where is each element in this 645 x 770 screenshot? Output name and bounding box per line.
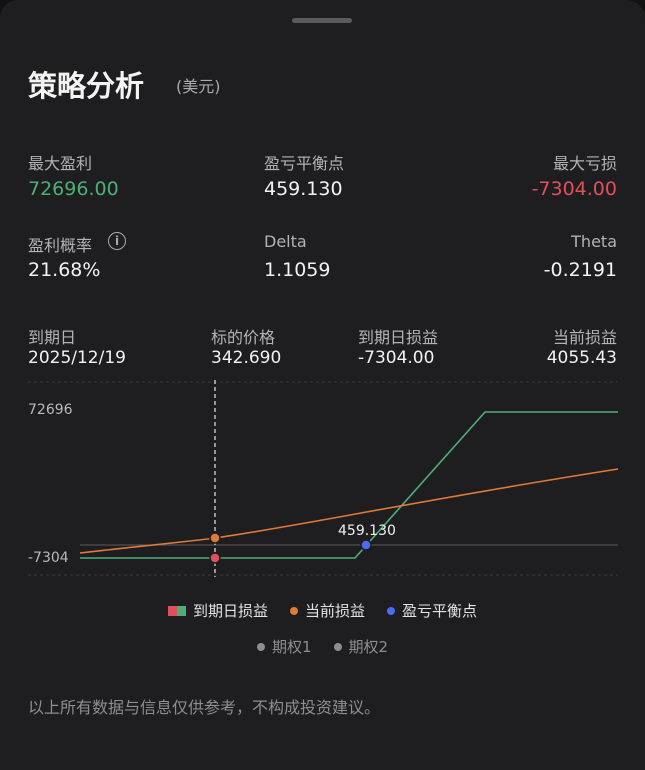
disclaimer-text: 以上所有数据与信息仅供参考，不构成投资建议。 [28, 698, 381, 717]
delta-value: 1.1059 [264, 259, 331, 281]
legend-breakeven[interactable]: 盈亏平衡点 [387, 600, 477, 621]
legend-breakeven-label: 盈亏平衡点 [402, 602, 478, 620]
max-loss-value: -7304.00 [531, 178, 617, 200]
underlying-price-value: 342.690 [211, 348, 282, 368]
legend-option1-label: 期权1 [271, 638, 312, 656]
delta-label: Delta [264, 232, 307, 251]
breakeven-marker [360, 539, 372, 551]
expiry-date-label: 到期日 [28, 328, 77, 347]
y-axis-max-label: 72696 [28, 402, 73, 418]
option-legend: 期权1 期权2 [0, 636, 645, 657]
currency-label: (美元) [176, 77, 221, 96]
theta-label: Theta [571, 232, 617, 251]
max-profit-label: 最大盈利 [28, 154, 93, 173]
expiry-pnl-marker [209, 552, 221, 564]
theta-value: -0.2191 [543, 259, 617, 281]
max-loss-label: 最大亏损 [552, 154, 617, 173]
current-pnl-value: 4055.43 [546, 348, 617, 368]
drag-handle[interactable] [292, 18, 352, 23]
breakeven-chart-label: 459.130 [338, 523, 396, 539]
legend-option2-label: 期权2 [348, 638, 389, 656]
max-profit-value: 72696.00 [28, 178, 119, 200]
current-pnl-line [79, 468, 619, 554]
current-pnl-dot-icon [289, 606, 298, 615]
expiry-pnl-value: -7304.00 [358, 348, 435, 368]
breakeven-dot-icon [387, 606, 395, 615]
current-pnl-label: 当前损益 [552, 328, 617, 347]
info-icon[interactable]: i [108, 232, 126, 250]
prob-profit-value: 21.68% [28, 259, 101, 281]
breakeven-label: 盈亏平衡点 [264, 154, 345, 173]
legend-expiry-pnl-label: 到期日损益 [192, 602, 268, 620]
chart-legend: 到期日损益 当前损益 盈亏平衡点 [0, 600, 645, 621]
current-pnl-marker [209, 532, 221, 544]
option2-dot-icon [333, 642, 342, 651]
legend-expiry-pnl[interactable]: 到期日损益 [167, 600, 268, 621]
pnl-chart[interactable]: 459.130 [0, 370, 645, 585]
breakeven-value: 459.130 [264, 178, 343, 200]
legend-current-pnl[interactable]: 当前损益 [289, 600, 365, 621]
y-axis-min-label: -7304 [28, 550, 69, 566]
legend-current-pnl-label: 当前损益 [304, 602, 365, 620]
expiry-pnl-label: 到期日损益 [358, 328, 439, 347]
expiry-date-value: 2025/12/19 [28, 348, 126, 368]
prob-profit-label: 盈利概率 [28, 236, 93, 255]
legend-option1[interactable]: 期权1 [256, 636, 312, 657]
expiry-pnl-swatch-icon [167, 605, 186, 616]
legend-option2[interactable]: 期权2 [333, 636, 389, 657]
page-title: 策略分析 [28, 69, 145, 103]
option1-dot-icon [256, 642, 265, 651]
underlying-price-label: 标的价格 [211, 328, 276, 347]
